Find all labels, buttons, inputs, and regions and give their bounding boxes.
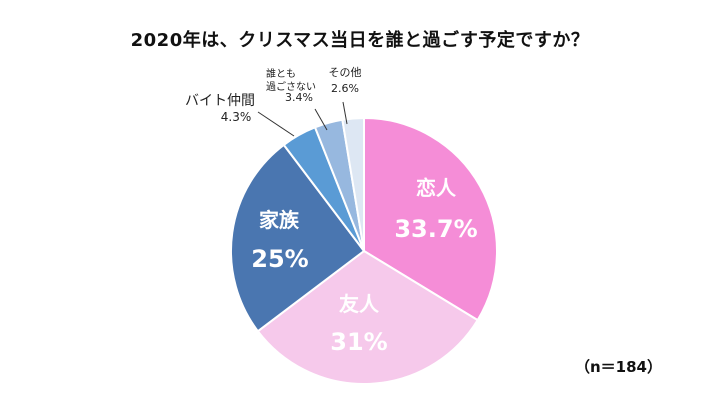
slice-label-4-line-1: 過ごさない (266, 80, 316, 93)
slice-value-2: 25% (251, 245, 308, 273)
pie-slice-1 (256, 249, 479, 385)
chart-title: 2020年は、クリスマス当日を誰と過ごす予定ですか？ (130, 30, 590, 51)
sample-size-note: （n＝184） (575, 358, 662, 376)
slice-label-2: 家族 (259, 208, 300, 232)
slice-value-1: 31% (330, 328, 387, 356)
slice-label-4-line-0: 誰とも (266, 67, 296, 80)
slice-value-3: 4.3% (221, 110, 252, 124)
pie-slice-5 (341, 116, 365, 252)
slice-value-4: 3.4% (285, 91, 313, 104)
pie-slice-2 (229, 143, 366, 333)
slice-label-3: バイト仲間 (185, 93, 255, 109)
pie-slice-0 (363, 116, 498, 322)
slice-label-1: 友人 (339, 292, 380, 316)
leader-line-3 (257, 111, 295, 137)
slice-label-5: その他 (329, 66, 362, 79)
slice-label-0: 恋人 (416, 176, 457, 200)
leader-line-5 (342, 101, 348, 125)
slice-value-0: 33.7% (394, 215, 477, 243)
slice-value-5: 2.6% (331, 82, 359, 95)
leader-line-4 (314, 108, 328, 131)
